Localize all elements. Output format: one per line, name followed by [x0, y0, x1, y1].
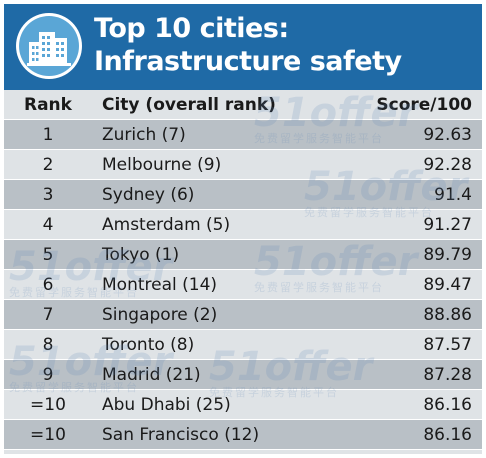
table-row: 8 Toronto (8) 87.57 [4, 330, 482, 360]
rank-cell: 5 [42, 245, 54, 265]
rank-cell: 8 [42, 335, 54, 355]
city-cell: Abu Dhabi (25) [102, 395, 231, 415]
rank-cell: 4 [42, 215, 54, 235]
table-row: 5 Tokyo (1) 89.79 [4, 240, 482, 270]
table-body: 1 Zurich (7) 92.63 2 Melbourne (9) 92.28 3 Sydn… [4, 120, 482, 450]
city-cell: Singapore (2) [102, 305, 218, 325]
column-header-city: City (overall rank) [102, 95, 276, 115]
header-banner: Top 10 cities: Infrastructure safety [4, 4, 482, 90]
row-divider [4, 119, 482, 120]
city-cell: Tokyo (1) [102, 245, 180, 265]
score-cell: 87.57 [423, 335, 472, 355]
city-cell: Sydney (6) [102, 185, 195, 205]
column-header-score: Score/100 [376, 95, 472, 115]
city-cell: Toronto (8) [102, 335, 195, 355]
score-cell: 89.79 [423, 245, 472, 265]
score-cell: 92.63 [423, 125, 472, 145]
row-divider [4, 449, 482, 450]
rank-cell: 6 [42, 275, 54, 295]
rank-cell: 9 [42, 365, 54, 385]
table-row: 1 Zurich (7) 92.63 [4, 120, 482, 150]
city-cell: Melbourne (9) [102, 155, 222, 175]
rank-cell: 7 [42, 305, 54, 325]
table-row: 9 Madrid (21) 87.28 [4, 360, 482, 390]
city-cell: Zurich (7) [102, 125, 186, 145]
score-cell: 86.16 [423, 395, 472, 415]
row-divider [4, 239, 482, 240]
table-row: =10 San Francisco (12) 86.16 [4, 420, 482, 450]
table-header-row: Rank City (overall rank) Score/100 [4, 90, 482, 120]
city-cell: Montreal (14) [102, 275, 218, 295]
chart-title: Top 10 cities: Infrastructure safety [94, 12, 402, 78]
row-divider [4, 389, 482, 390]
title-line-1: Top 10 cities: [94, 13, 289, 44]
score-cell: 92.28 [423, 155, 472, 175]
score-cell: 87.28 [423, 365, 472, 385]
chart-frame: Top 10 cities: Infrastructure safety Ran… [4, 4, 482, 454]
score-cell: 88.86 [423, 305, 472, 325]
city-cell: San Francisco (12) [102, 425, 260, 445]
table-row: 7 Singapore (2) 88.86 [4, 300, 482, 330]
row-divider [4, 179, 482, 180]
city-cell: Amsterdam (5) [102, 215, 231, 235]
row-divider [4, 269, 482, 270]
score-cell: 91.4 [434, 185, 472, 205]
row-divider [4, 329, 482, 330]
column-header-rank: Rank [24, 95, 72, 115]
row-divider [4, 359, 482, 360]
row-divider [4, 419, 482, 420]
table-row: =10 Abu Dhabi (25) 86.16 [4, 390, 482, 420]
rank-cell: 1 [42, 125, 54, 145]
title-line-2: Infrastructure safety [94, 46, 402, 77]
table-row: 3 Sydney (6) 91.4 [4, 180, 482, 210]
row-divider [4, 149, 482, 150]
table-row: 6 Montreal (14) 89.47 [4, 270, 482, 300]
building-icon [16, 13, 82, 79]
rank-cell: =10 [30, 425, 66, 445]
ranking-table: Rank City (overall rank) Score/100 1 Zuri… [4, 90, 482, 450]
row-divider [4, 299, 482, 300]
score-cell: 91.27 [423, 215, 472, 235]
rank-cell: =10 [30, 395, 66, 415]
rank-cell: 2 [42, 155, 54, 175]
score-cell: 89.47 [423, 275, 472, 295]
score-cell: 86.16 [423, 425, 472, 445]
city-cell: Madrid (21) [102, 365, 201, 385]
rank-cell: 3 [42, 185, 54, 205]
row-divider [4, 209, 482, 210]
table-row: 2 Melbourne (9) 92.28 [4, 150, 482, 180]
table-row: 4 Amsterdam (5) 91.27 [4, 210, 482, 240]
